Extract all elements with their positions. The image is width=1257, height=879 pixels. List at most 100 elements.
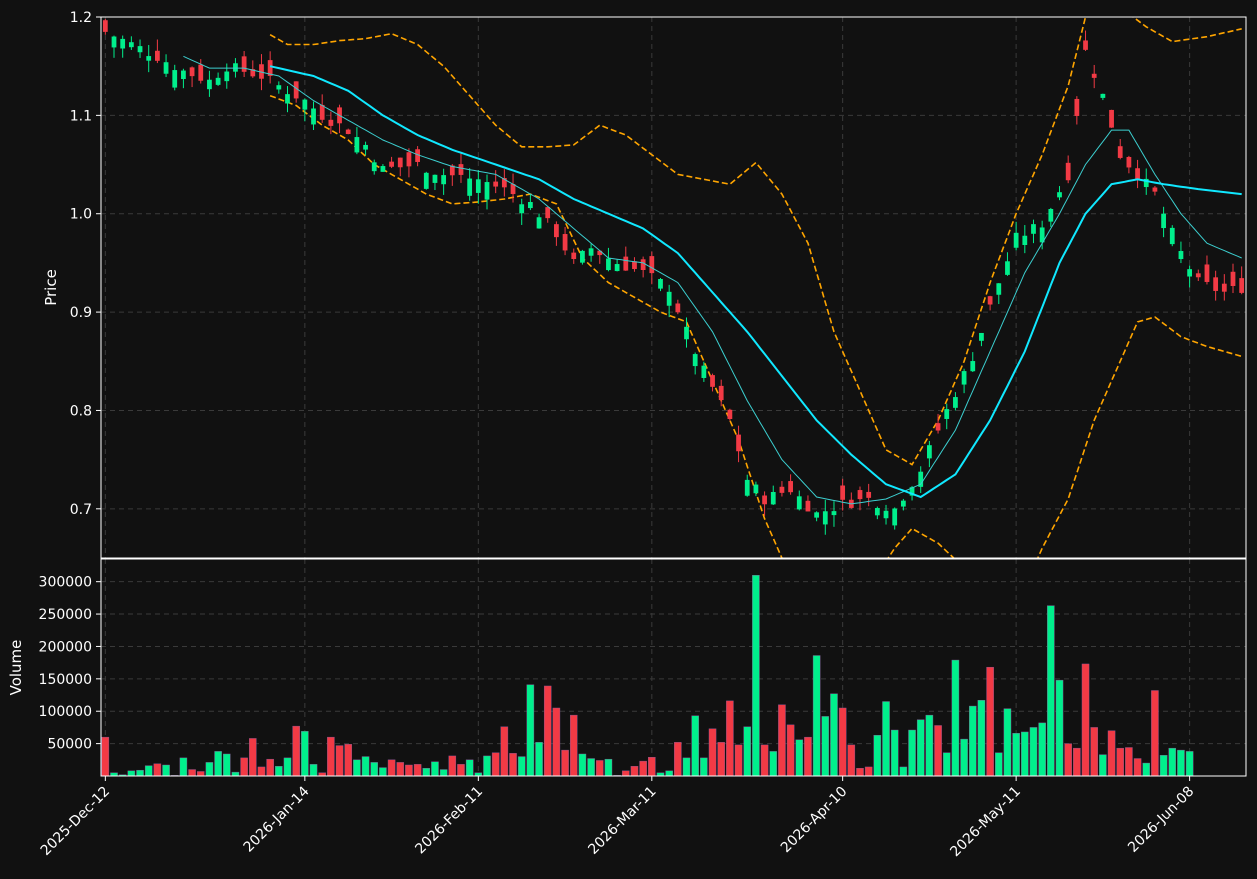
candle-body	[701, 365, 707, 378]
candle-body	[441, 175, 447, 185]
candle-body	[1022, 235, 1028, 245]
volume-bar	[465, 759, 474, 776]
volume-bar	[830, 693, 838, 776]
candle-body	[527, 202, 533, 209]
volume-bar	[1125, 747, 1133, 776]
volume-bar	[1185, 751, 1194, 776]
price-tick-label: 1.1	[70, 108, 92, 124]
candle-body	[580, 250, 585, 263]
volume-bar	[569, 714, 578, 776]
volume-bar	[231, 771, 240, 776]
candle-body	[111, 36, 117, 48]
volume-bar	[379, 767, 387, 776]
volume-bar	[205, 762, 214, 776]
volume-bar	[951, 659, 960, 776]
volume-bar	[977, 700, 986, 776]
candle-body	[692, 354, 698, 367]
volume-bar	[353, 759, 361, 776]
candle-body	[128, 42, 134, 48]
volume-bar	[1003, 708, 1012, 776]
volume-bar	[196, 771, 205, 776]
volume-bar	[396, 762, 405, 776]
candle-body	[1109, 109, 1114, 128]
candle-body	[710, 375, 715, 387]
slow-moving-average-line	[269, 65, 1242, 499]
candle-body	[154, 50, 160, 61]
candle-body	[900, 500, 906, 507]
volume-bar	[1142, 762, 1151, 776]
price-y-tick-labels: 0.7 0.8 0.9 1.0 1.1 1.2	[70, 10, 101, 518]
volume-bar	[162, 764, 170, 776]
volume-bar	[249, 738, 257, 776]
volume-bar	[370, 762, 378, 776]
volume-bar	[1021, 731, 1029, 776]
volume-tick-label: 50000	[47, 737, 92, 753]
volume-bar	[752, 574, 760, 776]
volume-bar	[995, 752, 1003, 776]
volume-bar	[622, 770, 630, 776]
candle-body	[215, 77, 221, 85]
candle-body	[944, 409, 950, 419]
volume-bar	[639, 760, 647, 776]
candle-body	[1239, 278, 1245, 293]
candle-body	[267, 60, 273, 76]
candle-body	[649, 256, 655, 274]
candle-body	[449, 165, 455, 176]
price-tick-label: 1.0	[70, 207, 92, 223]
candle-body	[571, 252, 577, 260]
volume-bar	[179, 757, 188, 776]
price-tick-label: 0.7	[70, 502, 92, 518]
volume-bar	[283, 757, 292, 776]
volume-bar	[1116, 747, 1124, 776]
volume-bar	[700, 757, 708, 776]
volume-bar	[1038, 722, 1046, 776]
candle-body	[519, 204, 525, 214]
candle-body	[814, 512, 820, 518]
candle-body	[744, 479, 750, 496]
candle-body	[1204, 264, 1210, 282]
volume-bar	[223, 753, 231, 776]
volume-bar	[1168, 747, 1177, 776]
volume-bar	[552, 707, 561, 776]
candle-body	[389, 161, 394, 167]
volume-bar	[916, 719, 925, 776]
candle-body	[935, 423, 941, 431]
candle-body	[961, 371, 967, 385]
candle-body	[1048, 208, 1054, 222]
candle-body	[423, 172, 429, 189]
volume-bar	[292, 725, 300, 776]
volume-bar	[526, 684, 535, 776]
candle-body	[675, 303, 681, 313]
volume-tick-label: 150000	[39, 672, 92, 688]
candle-body	[718, 385, 724, 401]
candle-body	[371, 162, 377, 172]
volume-bar	[882, 701, 890, 776]
volume-bar	[1099, 754, 1107, 776]
candle-body	[1100, 93, 1106, 98]
candle-body	[501, 178, 507, 188]
volume-bar	[960, 738, 968, 776]
volume-bar	[309, 764, 318, 776]
price-panel-frame	[100, 16, 1247, 559]
candle-body	[102, 20, 108, 32]
candle-body	[753, 484, 759, 494]
candle-body	[883, 510, 889, 519]
candle-body	[250, 69, 256, 77]
candle-body	[1152, 187, 1158, 192]
volume-bar	[821, 716, 830, 776]
volume-bar	[405, 764, 413, 776]
volume-y-axis-label: Volume	[7, 640, 25, 696]
volume-bar	[483, 755, 491, 776]
candle-body	[224, 71, 230, 82]
volume-bar	[1151, 690, 1159, 776]
volume-bar	[934, 725, 942, 776]
volume-bar	[257, 766, 266, 776]
candle-body	[1013, 232, 1019, 248]
volume-bar	[439, 769, 448, 776]
candle-body	[909, 487, 915, 496]
volume-bar	[457, 764, 465, 776]
volume-bar	[682, 757, 691, 776]
volume-bar	[188, 769, 196, 776]
volume-bar	[648, 757, 656, 776]
candle-body	[1091, 73, 1097, 78]
